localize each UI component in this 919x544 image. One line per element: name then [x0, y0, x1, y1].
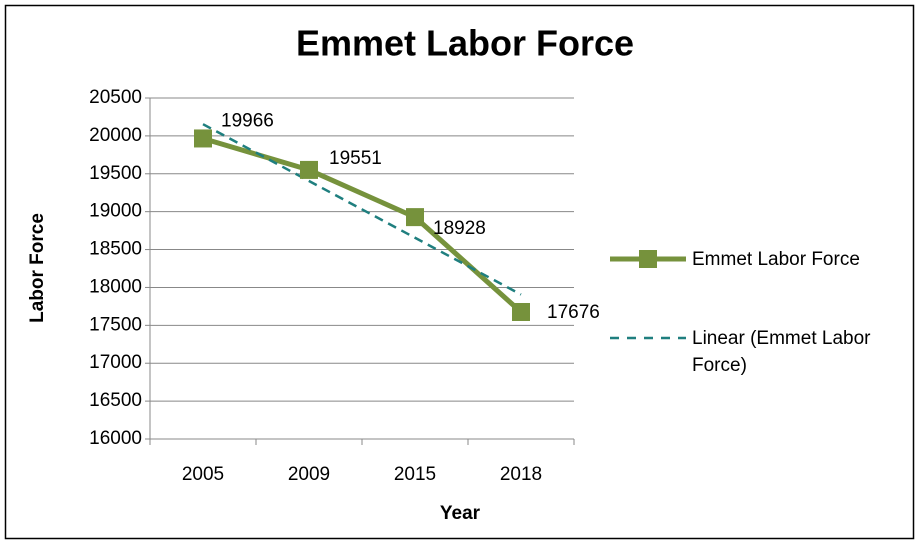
marker: [194, 129, 212, 148]
data-label: 17676: [547, 302, 600, 323]
y-tick-label: 16000: [89, 428, 142, 449]
y-tick-label: 18500: [89, 239, 142, 260]
marker: [300, 160, 318, 179]
x-tick-label: 2005: [182, 464, 224, 485]
chart-border: [4, 4, 915, 540]
y-tick-label: 17500: [89, 314, 142, 335]
x-tick-label: 2015: [394, 464, 436, 485]
y-tick-label: 18000: [89, 276, 142, 297]
x-tick-label: 2018: [500, 464, 542, 485]
marker: [512, 302, 530, 321]
x-tick-label: 2009: [288, 464, 330, 485]
y-tick-label: 16500: [89, 390, 142, 411]
y-tick-label: 17000: [89, 352, 142, 373]
legend-label: Linear (Emmet Labor Force): [692, 328, 871, 376]
y-tick-label: 19000: [89, 201, 142, 222]
chart-title: Emmet Labor Force: [296, 23, 634, 64]
data-label: 18928: [433, 218, 486, 239]
series-line: [202, 136, 523, 314]
trendline: [202, 123, 522, 296]
data-label: 19966: [221, 110, 274, 131]
y-tick-label: 20000: [89, 125, 142, 146]
x-axis-label: Year: [440, 503, 481, 524]
legend-marker: [639, 250, 657, 268]
y-tick-label: 20500: [89, 87, 142, 108]
data-label: 19551: [329, 148, 382, 169]
y-axis-label: Labor Force: [27, 213, 48, 323]
marker: [406, 208, 424, 227]
legend-label: Emmet Labor Force: [692, 249, 860, 270]
y-tick-label: 19500: [89, 163, 142, 184]
